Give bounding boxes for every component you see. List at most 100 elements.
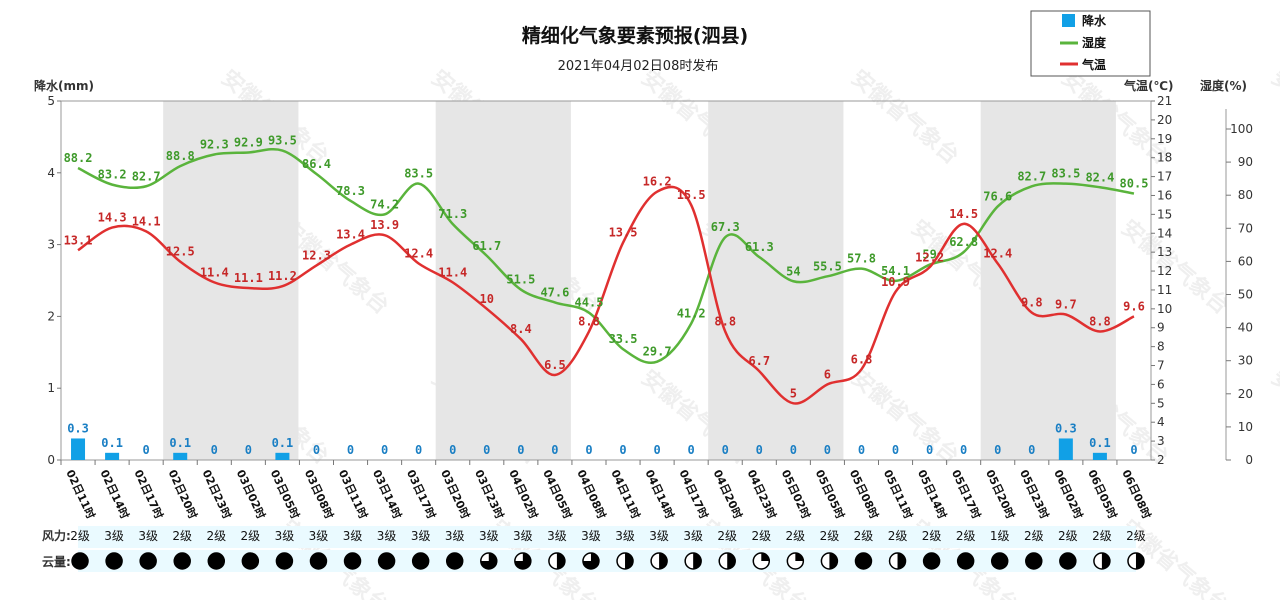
temp-tick-label: 15 — [1157, 207, 1172, 221]
wind-value: 3级 — [445, 529, 465, 543]
time-tick-label: 05日11时 — [881, 467, 916, 521]
temp-data-label: 15.5 — [677, 188, 706, 202]
time-tick-label: 02日20时 — [165, 467, 200, 521]
wind-value: 2级 — [1126, 529, 1146, 543]
precip-bars — [71, 438, 1107, 460]
humidity-data-label: 33.5 — [609, 332, 638, 346]
time-tick-label: 06日02时 — [1051, 467, 1086, 521]
temp-data-label: 14.1 — [132, 214, 161, 228]
time-tick-label: 03日02时 — [234, 467, 269, 521]
legend-label-humidity: 湿度 — [1082, 35, 1107, 50]
cloud-cover-icon — [718, 552, 736, 570]
temp-tick-label: 8 — [1157, 340, 1165, 354]
humidity-data-label: 71.3 — [438, 207, 467, 221]
temp-data-label: 12.4 — [983, 246, 1012, 260]
temp-data-label: 8.8 — [714, 315, 736, 329]
wind-value: 2级 — [956, 529, 976, 543]
temp-tick-label: 3 — [1157, 434, 1165, 448]
humidity-data-label: 54 — [786, 264, 800, 278]
temp-data-label: 6.7 — [748, 354, 770, 368]
watermark-text: 安徽省气象台 — [1266, 65, 1280, 170]
temp-tick-label: 6 — [1157, 377, 1165, 391]
wind-value: 3级 — [275, 529, 295, 543]
temp-data-label: 12.2 — [915, 250, 944, 264]
humidity-data-label: 44.5 — [575, 296, 604, 310]
time-tick-label: 03日20时 — [438, 467, 473, 521]
humidity-data-label: 54.1 — [881, 264, 910, 278]
time-tick-label: 04日23时 — [745, 467, 780, 521]
time-tick-label: 03日08时 — [302, 467, 337, 521]
precip-data-label: 0 — [483, 443, 490, 457]
humidity-tick-label: 20 — [1238, 387, 1253, 401]
humidity-tick-label: 0 — [1245, 453, 1253, 467]
humidity-data-label: 92.9 — [234, 136, 263, 150]
humidity-data-label: 82.7 — [1017, 169, 1046, 183]
wind-value: 3级 — [343, 529, 363, 543]
humidity-data-label: 55.5 — [813, 259, 842, 273]
humidity-data-label: 83.2 — [98, 168, 127, 182]
precip-data-label: 0 — [415, 443, 422, 457]
wind-value: 2级 — [70, 529, 90, 543]
cloud-cover-icon — [1025, 552, 1043, 570]
wind-value: 2级 — [241, 529, 261, 543]
temp-data-label: 11.4 — [438, 265, 467, 279]
humidity-tick-label: 90 — [1238, 155, 1253, 169]
time-tick-label: 02日23时 — [200, 467, 235, 521]
wind-value: 3级 — [683, 529, 703, 543]
cloud-cover-icon — [207, 552, 226, 570]
humidity-tick-label: 60 — [1238, 254, 1253, 268]
humidity-data-label: 47.6 — [540, 285, 569, 299]
precip-data-label: 0.1 — [1089, 436, 1111, 450]
cloud-cover-icon — [990, 552, 1009, 570]
night-band — [435, 101, 571, 460]
legend: 降水 湿度 气温 — [1030, 10, 1151, 77]
legend-box — [1030, 10, 1151, 77]
temp-data-label: 11.1 — [234, 271, 263, 285]
wind-value: 3级 — [615, 529, 635, 543]
precip-tick-label: 5 — [47, 94, 55, 108]
temp-data-label: 13.5 — [609, 226, 638, 240]
precip-tick-label: 4 — [47, 166, 55, 180]
wind-value: 3级 — [479, 529, 499, 543]
cloud-cover-icon — [445, 552, 464, 570]
chart-title: 精细化气象要素预报(泗县) — [522, 24, 748, 47]
precip-data-label: 0 — [926, 443, 933, 457]
temp-tick-label: 7 — [1157, 359, 1165, 373]
cloud-cover-icon — [888, 552, 907, 570]
temp-data-label: 11.2 — [268, 269, 297, 283]
precip-data-label: 0 — [790, 443, 797, 457]
cloud-cover-icon — [275, 552, 294, 570]
humidity-data-label: 61.7 — [472, 239, 501, 253]
chart-subtitle: 2021年04月02日08时发布 — [558, 58, 719, 74]
time-tick-label: 05日02时 — [779, 467, 814, 521]
temp-data-label: 6.8 — [851, 352, 873, 366]
precip-tick-label: 0 — [47, 453, 55, 467]
time-tick-label: 05日20时 — [983, 467, 1018, 521]
cloud-row — [71, 550, 1145, 572]
time-tick-label: 03日11时 — [336, 467, 371, 521]
humidity-data-label: 61.3 — [745, 240, 774, 254]
cloud-cover-icon — [854, 552, 873, 570]
temp-data-label: 5 — [790, 386, 797, 400]
time-tick-label: 06日05时 — [1085, 467, 1120, 521]
cloud-cover-icon — [786, 552, 805, 570]
temp-tick-label: 17 — [1157, 170, 1172, 184]
cloud-cover-icon — [343, 552, 362, 570]
temp-data-label: 9.6 — [1123, 299, 1145, 313]
temp-axis-title: 气温(℃) — [1123, 78, 1174, 93]
precip-data-label: 0 — [892, 443, 899, 457]
wind-row: 2级 3级 3级 2级 2级 2级 3级 3级 3级 3级 3级 3级 3级 3级 3级 3级 3级 3级 3级 2级… — [70, 526, 1146, 548]
temp-data-label: 16.2 — [643, 175, 672, 189]
time-tick-label: 05日17时 — [949, 467, 984, 521]
wind-value: 3级 — [377, 529, 397, 543]
humidity-series-line — [77, 147, 1135, 364]
precip-data-label: 0.3 — [1055, 421, 1077, 435]
time-tick-label: 05日05时 — [813, 467, 848, 521]
humidity-tick-label: 80 — [1238, 188, 1253, 202]
time-tick-label: 03日17时 — [404, 467, 439, 521]
precip-bar — [105, 452, 120, 460]
humidity-tick-label: 70 — [1238, 221, 1253, 235]
cloud-cover-icon — [411, 552, 430, 570]
legend-swatch-precip — [1062, 14, 1075, 27]
cloud-cover-icon — [548, 552, 566, 570]
